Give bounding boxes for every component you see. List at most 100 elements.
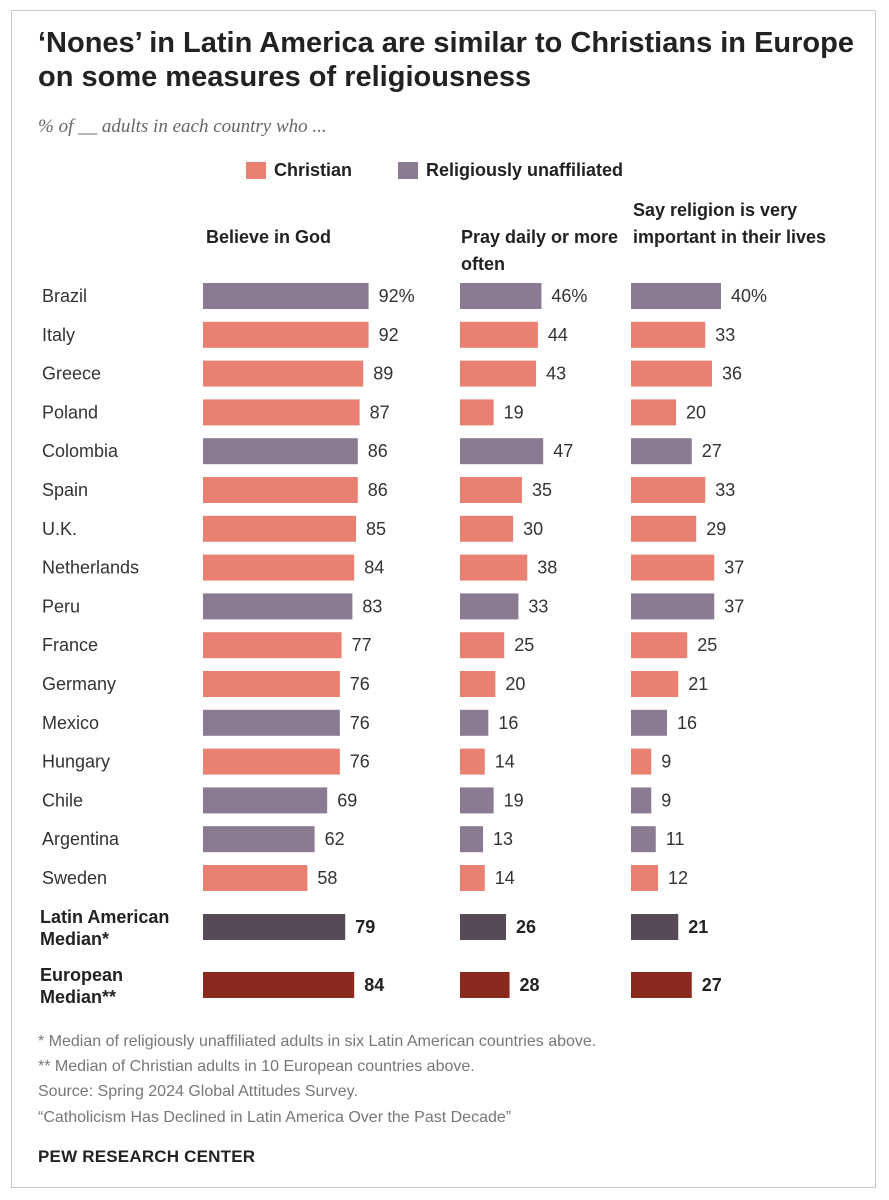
value-label-believe-in-god-european-median: 84 <box>364 975 384 995</box>
bar-pray-daily-greece <box>460 360 537 387</box>
value-label-religion-important-brazil: 40% <box>731 286 767 306</box>
bar-believe-in-god-argentina <box>203 826 315 853</box>
value-label-pray-daily-colombia: 47 <box>553 441 573 461</box>
bar-believe-in-god-mexico <box>203 709 340 736</box>
row-label-mexico: Mexico <box>42 713 99 733</box>
value-label-pray-daily-italy: 44 <box>548 325 568 345</box>
bar-believe-in-god-u-k <box>203 515 356 542</box>
column-header-religion-important: Say religion is very important in their … <box>633 200 827 247</box>
bar-pray-daily-european-median <box>460 972 510 998</box>
bar-religion-important-netherlands <box>631 554 715 581</box>
value-label-believe-in-god-netherlands: 84 <box>364 558 384 578</box>
bar-believe-in-god-spain <box>203 477 358 503</box>
bar-believe-in-god-colombia <box>203 438 358 465</box>
value-label-religion-important-peru: 37 <box>724 596 744 616</box>
value-label-religion-important-netherlands: 37 <box>724 558 744 578</box>
bar-religion-important-spain <box>631 477 706 503</box>
value-label-religion-important-latin-american-median: 21 <box>688 917 708 937</box>
chart-frame <box>11 10 876 1188</box>
value-label-believe-in-god-spain: 86 <box>368 480 388 500</box>
bar-religion-important-brazil <box>631 283 721 309</box>
row-label-italy: Italy <box>42 325 75 345</box>
value-label-religion-important-argentina: 11 <box>666 829 685 849</box>
row-label-peru: Peru <box>42 596 80 616</box>
bar-religion-important-european-median <box>631 972 692 998</box>
value-label-pray-daily-france: 25 <box>514 635 534 655</box>
bar-pray-daily-germany <box>460 671 496 697</box>
value-label-religion-important-germany: 21 <box>688 674 708 694</box>
value-label-believe-in-god-brazil: 92% <box>379 286 415 306</box>
bar-believe-in-god-sweden <box>203 865 308 891</box>
legend-item-christian: Christian <box>246 158 352 182</box>
bar-pray-daily-poland <box>460 399 494 426</box>
bar-religion-important-france <box>631 632 688 659</box>
column-header-believe-in-god: Believe in God <box>206 227 332 247</box>
value-label-religion-important-u-k: 29 <box>706 519 726 539</box>
bar-believe-in-god-latin-american-median <box>203 914 346 940</box>
value-label-religion-important-sweden: 12 <box>668 868 688 888</box>
value-label-religion-important-hungary: 9 <box>661 752 671 772</box>
bar-religion-important-italy <box>631 321 706 348</box>
bar-pray-daily-mexico <box>460 709 489 736</box>
value-label-religion-important-italy: 33 <box>715 325 735 345</box>
value-label-pray-daily-hungary: 14 <box>495 752 515 772</box>
brand-logo-text: PEW RESEARCH CENTER <box>38 1147 256 1166</box>
value-label-religion-important-colombia: 27 <box>702 441 722 461</box>
value-label-pray-daily-u-k: 30 <box>523 519 543 539</box>
row-label-u-k: U.K. <box>42 519 77 539</box>
row-label-argentina: Argentina <box>42 829 120 849</box>
row-label-latin-american-median: Latin American Median* <box>40 907 169 949</box>
row-label-netherlands: Netherlands <box>42 558 139 578</box>
legend-swatch-christian <box>246 161 266 179</box>
bar-believe-in-god-peru <box>203 593 353 620</box>
bar-believe-in-god-italy <box>203 321 369 348</box>
chart-subtitle: % of __ adults in each country who ... <box>38 116 327 137</box>
bar-religion-important-peru <box>631 593 715 620</box>
value-label-believe-in-god-mexico: 76 <box>350 713 370 733</box>
row-label-colombia: Colombia <box>42 441 119 461</box>
value-label-pray-daily-peru: 33 <box>528 596 548 616</box>
row-label-germany: Germany <box>42 674 116 694</box>
legend-item-unaffiliated: Religiously unaffiliated <box>398 158 623 182</box>
bar-religion-important-argentina <box>631 826 656 853</box>
value-label-believe-in-god-peru: 83 <box>362 596 382 616</box>
value-label-pray-daily-mexico: 16 <box>498 713 518 733</box>
row-label-spain: Spain <box>42 480 88 500</box>
value-label-believe-in-god-sweden: 58 <box>317 868 337 888</box>
legend-swatch-unaffiliated <box>398 161 418 179</box>
bar-chart: Brazil 92% 46% 40% Italy 92 44 33 Greece 89 43 36 Po… <box>40 283 767 1007</box>
legend-label-unaffiliated: Religiously unaffiliated <box>426 159 624 180</box>
row-label-france: France <box>42 635 98 655</box>
bar-pray-daily-brazil <box>460 283 542 309</box>
value-label-pray-daily-argentina: 13 <box>493 829 513 849</box>
value-label-believe-in-god-hungary: 76 <box>350 752 370 772</box>
value-label-religion-important-spain: 33 <box>715 480 735 500</box>
value-label-religion-important-mexico: 16 <box>677 713 697 733</box>
value-label-pray-daily-poland: 19 <box>504 402 524 422</box>
footnote-source: Source: Spring 2024 Global Attitudes Sur… <box>38 1083 358 1100</box>
bar-pray-daily-latin-american-median <box>460 914 507 940</box>
bar-believe-in-god-netherlands <box>203 554 355 581</box>
footnote-european-median: ** Median of Christian adults in 10 Euro… <box>38 1058 475 1075</box>
value-label-believe-in-god-chile: 69 <box>337 790 357 810</box>
value-label-believe-in-god-argentina: 62 <box>325 829 345 849</box>
row-label-hungary: Hungary <box>42 752 110 772</box>
value-label-pray-daily-netherlands: 38 <box>537 558 557 578</box>
bar-pray-daily-netherlands <box>460 554 528 581</box>
footnote-report-title: “Catholicism Has Declined in Latin Ameri… <box>38 1109 512 1126</box>
value-label-pray-daily-sweden: 14 <box>495 868 515 888</box>
bar-religion-important-sweden <box>631 865 658 891</box>
row-label-chile: Chile <box>42 790 83 810</box>
legend-label-christian: Christian <box>274 159 353 180</box>
bar-religion-important-chile <box>631 787 652 814</box>
bar-religion-important-u-k <box>631 515 697 542</box>
value-label-believe-in-god-colombia: 86 <box>368 441 388 461</box>
bar-pray-daily-sweden <box>460 865 485 891</box>
value-label-religion-important-poland: 20 <box>686 402 706 422</box>
bar-pray-daily-u-k <box>460 515 514 542</box>
bar-pray-daily-france <box>460 632 505 659</box>
row-label-sweden: Sweden <box>42 868 107 888</box>
footnote-latin-median: * Median of religiously unaffiliated adu… <box>38 1033 597 1050</box>
value-label-pray-daily-latin-american-median: 26 <box>516 917 536 937</box>
value-label-believe-in-god-france: 77 <box>352 635 372 655</box>
